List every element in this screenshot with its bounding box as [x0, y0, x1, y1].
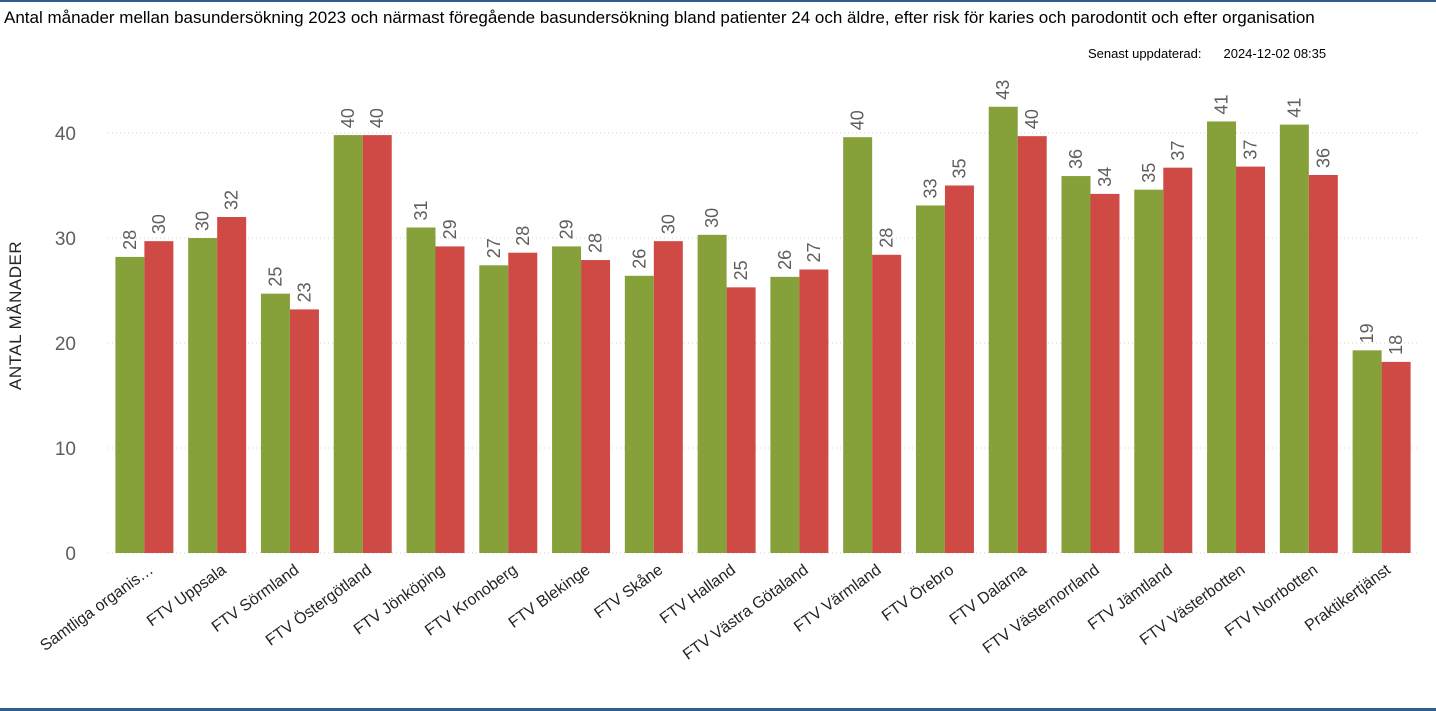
data-label: 40: [367, 108, 387, 128]
top-rule: [0, 0, 1436, 2]
last-updated-label: Senast uppdaterad:: [1088, 46, 1202, 61]
data-label: 43: [993, 80, 1013, 100]
bar-series2: [1308, 175, 1338, 553]
y-tick-label: 0: [65, 544, 76, 565]
data-label: 25: [731, 260, 751, 280]
data-label: 26: [775, 250, 795, 270]
bar-series1: [1279, 124, 1309, 553]
bar-series1: [915, 205, 945, 553]
bar-series1: [1207, 121, 1237, 553]
bar-series2: [289, 309, 319, 553]
x-tick-label: FTV Skåne: [591, 561, 666, 623]
x-tick-label: FTV Västra Götaland: [680, 561, 812, 663]
data-label: 29: [557, 219, 577, 239]
bar-series1: [624, 275, 654, 553]
data-label: 32: [222, 190, 242, 210]
bar-series2: [726, 287, 756, 553]
x-tick-label: FTV Västernorrland: [980, 561, 1103, 657]
data-label: 37: [1241, 140, 1261, 160]
data-label: 28: [513, 226, 533, 246]
bar-series2: [435, 246, 465, 553]
data-label: 36: [1313, 148, 1333, 168]
data-label: 18: [1386, 335, 1406, 355]
data-label: 31: [411, 200, 431, 220]
data-label: 40: [848, 110, 868, 130]
bar-series1: [552, 246, 582, 553]
data-label: 41: [1284, 98, 1304, 118]
y-tick-label: 30: [55, 229, 76, 250]
data-label: 25: [265, 267, 285, 287]
data-label: 41: [1212, 94, 1232, 114]
y-tick-label: 40: [55, 124, 76, 145]
bar-series2: [362, 135, 392, 553]
bar-series2: [944, 185, 974, 553]
y-tick-label: 10: [55, 439, 76, 460]
bar-series1: [1134, 189, 1164, 553]
data-label: 34: [1095, 167, 1115, 187]
data-label: 30: [658, 214, 678, 234]
bar-series2: [1017, 136, 1047, 553]
bar-series2: [508, 252, 538, 553]
x-tick-label: FTV Örebro: [878, 561, 957, 625]
y-tick-label: 20: [55, 334, 76, 355]
data-label: 28: [120, 230, 140, 250]
bar-series2: [872, 254, 902, 554]
bar-series1: [406, 227, 436, 553]
bar-series1: [843, 137, 873, 553]
data-label: 30: [149, 214, 169, 234]
bar-series1: [333, 135, 363, 553]
data-label: 30: [193, 211, 213, 231]
data-label: 35: [949, 158, 969, 178]
data-label: 19: [1357, 323, 1377, 343]
data-label: 26: [629, 249, 649, 269]
data-label: 28: [877, 228, 897, 248]
data-label: 37: [1168, 141, 1188, 161]
bar-series2: [1090, 193, 1120, 553]
data-label: 29: [440, 219, 460, 239]
data-label: 33: [920, 178, 940, 198]
data-label: 40: [1022, 109, 1042, 129]
x-tick-label: FTV Blekinge: [506, 561, 594, 631]
data-label: 40: [338, 108, 358, 128]
bar-series1: [988, 106, 1018, 553]
data-label: 28: [586, 233, 606, 253]
bar-series2: [144, 241, 174, 553]
data-label: 36: [1066, 149, 1086, 169]
bar-series2: [653, 241, 683, 553]
page-title: Antal månader mellan basundersökning 202…: [4, 8, 1315, 27]
bar-series2: [799, 269, 829, 553]
data-label: 27: [484, 238, 504, 258]
data-label: 35: [1139, 163, 1159, 183]
bar-series2: [1163, 167, 1193, 553]
data-label: 27: [804, 242, 824, 262]
bar-series1: [1352, 350, 1382, 553]
bottom-rule: [0, 708, 1436, 711]
bar-series2: [1236, 166, 1266, 553]
last-updated: Senast uppdaterad: 2024-12-02 08:35: [1088, 46, 1326, 61]
bar-series1: [188, 238, 218, 553]
bar-series2: [217, 217, 247, 553]
bar-series1: [1061, 176, 1091, 554]
last-updated-value: 2024-12-02 08:35: [1223, 46, 1327, 61]
bar-series1: [115, 256, 145, 553]
bar-series1: [260, 293, 290, 553]
bar-series1: [770, 276, 800, 553]
data-label: 30: [702, 208, 722, 228]
data-label: 23: [294, 282, 314, 302]
bar-series2: [581, 260, 611, 553]
bar-series1: [479, 265, 509, 553]
bar-series2: [1381, 361, 1411, 553]
x-tick-label: Samtliga organis…: [37, 561, 156, 654]
bar-series1: [697, 234, 727, 553]
